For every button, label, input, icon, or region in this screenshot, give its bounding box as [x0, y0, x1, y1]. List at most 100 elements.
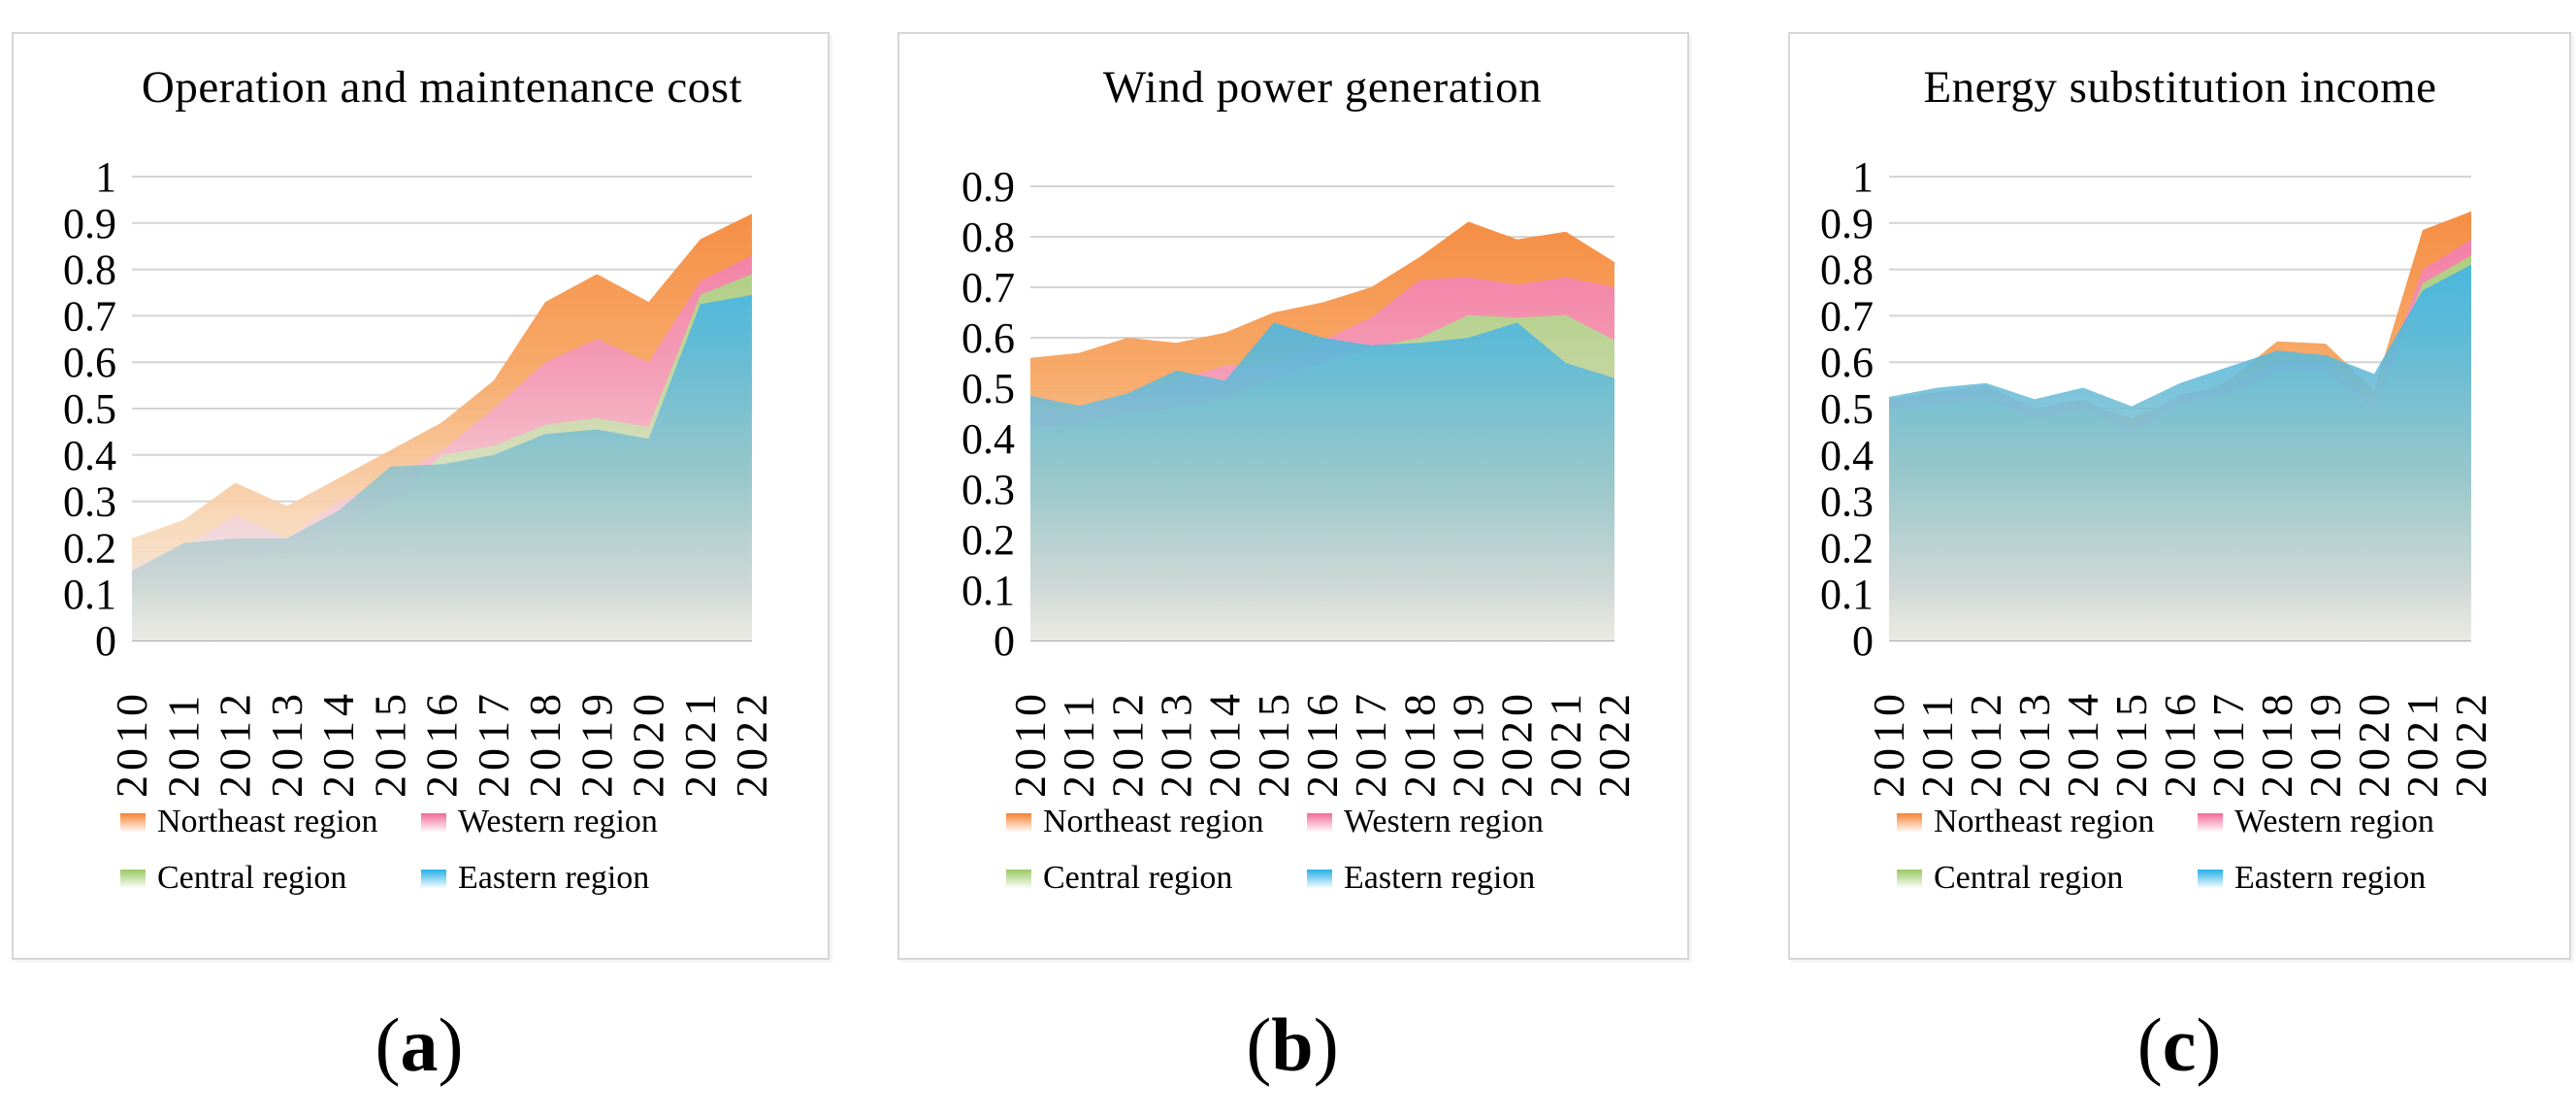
y-tick-label: 0.3	[63, 478, 116, 526]
x-tick-label-2010: 2010	[1864, 689, 1913, 798]
legend-item-eastern-region: Eastern region	[2198, 860, 2426, 897]
x-tick-label-2012: 2012	[1961, 689, 2010, 798]
legend-item-northeast-region: Northeast region	[1897, 804, 2155, 840]
legend-swatch-icon	[421, 870, 446, 890]
y-tick-label: 0	[95, 617, 116, 665]
legend-label: Eastern region	[1344, 860, 1536, 896]
x-tick-label-2020: 2020	[2349, 689, 2398, 798]
y-tick-label: 0.9	[962, 163, 1015, 211]
legend-label: Western region	[2234, 804, 2434, 839]
x-tick-label-2021: 2021	[1541, 689, 1590, 798]
x-tick-label-2011: 2011	[1054, 691, 1103, 798]
x-tick-label-2020: 2020	[1492, 689, 1542, 798]
legend-swatch-icon	[1307, 813, 1332, 834]
x-tick-label-2019: 2019	[2300, 689, 2350, 798]
x-tick-label-2019: 2019	[571, 689, 621, 798]
legend-item-northeast-region: Northeast region	[120, 804, 378, 840]
y-tick-label: 0.6	[1820, 339, 1874, 386]
y-tick-label: 0.7	[1820, 292, 1874, 340]
x-tick-label-2013: 2013	[262, 689, 311, 798]
legend-label: Eastern region	[2234, 860, 2427, 896]
x-tick-label-2017: 2017	[469, 689, 518, 798]
caption-open-paren: (	[375, 1002, 401, 1087]
y-tick-label: 0.7	[63, 292, 116, 340]
y-tick-label: 0.4	[63, 432, 116, 479]
y-tick-label: 0.8	[1820, 246, 1874, 294]
area-eastern-region	[1889, 264, 2471, 641]
legend-item-northeast-region: Northeast region	[1006, 804, 1264, 840]
y-tick-label: 0.2	[1820, 524, 1874, 572]
area-eastern-region	[132, 294, 752, 641]
y-tick-label: 0.2	[962, 516, 1015, 564]
x-tick-label-2016: 2016	[417, 689, 467, 798]
y-tick-label: 0.7	[962, 264, 1015, 312]
y-tick-label: 0.9	[1820, 200, 1874, 247]
caption-letter-a: a	[400, 1002, 439, 1087]
legend-swatch-icon	[1006, 870, 1031, 890]
legend-label: Central region	[1934, 860, 2124, 896]
y-tick-label: 0.3	[1820, 478, 1874, 526]
legend-swatch-icon	[2198, 870, 2223, 890]
y-tick-label: 0	[1852, 617, 1874, 665]
chart-title-b: Wind power generation	[1102, 62, 1543, 113]
legend-swatch-icon	[1897, 870, 1922, 890]
y-tick-label: 0.5	[1820, 385, 1874, 433]
legend-label: Northeast region	[1934, 804, 2155, 839]
x-tick-label-2010: 2010	[1005, 689, 1055, 798]
x-tick-label-2022: 2022	[727, 689, 776, 798]
y-tick-label: 0	[994, 617, 1015, 665]
x-tick-label-2015: 2015	[365, 689, 414, 798]
x-tick-label-2013: 2013	[1152, 689, 1201, 798]
x-tick-label-2021: 2021	[675, 689, 725, 798]
legend-swatch-icon	[1006, 813, 1031, 834]
legend-label: Western region	[1344, 804, 1544, 839]
x-tick-label-2022: 2022	[2446, 689, 2495, 798]
x-tick-label-2019: 2019	[1444, 689, 1493, 798]
legend-label: Northeast region	[1043, 804, 1264, 839]
legend-c: Northeast region Western region Central re…	[1790, 34, 2569, 958]
legend-b: Northeast region Western region Central re…	[899, 34, 1687, 958]
x-tick-label-2017: 2017	[2203, 689, 2253, 798]
x-tick-label-2020: 2020	[624, 689, 673, 798]
figure-caption-a: (a)	[303, 1007, 536, 1083]
legend-label: Eastern region	[458, 860, 650, 896]
y-tick-label: 0.4	[962, 415, 1015, 463]
x-tick-label-2012: 2012	[1102, 689, 1152, 798]
legend-a: Northeast region Western region Central re…	[14, 34, 828, 958]
x-tick-label-2010: 2010	[107, 689, 156, 798]
legend-label: Central region	[157, 860, 347, 896]
x-tick-label-2018: 2018	[520, 689, 570, 798]
x-tick-label-2015: 2015	[1249, 689, 1298, 798]
legend-swatch-icon	[421, 813, 446, 834]
caption-open-paren: (	[2136, 1002, 2163, 1087]
legend-swatch-icon	[1897, 813, 1922, 834]
area-eastern-region	[1030, 322, 1614, 641]
x-tick-label-2017: 2017	[1346, 689, 1395, 798]
caption-close-paren: )	[2196, 1002, 2222, 1087]
x-tick-label-2016: 2016	[2155, 689, 2204, 798]
legend-label: Western region	[458, 804, 658, 839]
figure-caption-b: (b)	[1176, 1007, 1409, 1083]
x-tick-label-2021: 2021	[2397, 689, 2447, 798]
y-tick-label: 0.1	[63, 571, 116, 618]
x-tick-label-2016: 2016	[1297, 689, 1347, 798]
legend-item-eastern-region: Eastern region	[421, 860, 649, 897]
legend-swatch-icon	[2198, 813, 2223, 834]
y-tick-label: 0.9	[63, 200, 116, 247]
legend-item-central-region: Central region	[1897, 860, 2123, 897]
chart-panel-a: Operation and maintenance cost 1 0.9 0.8 0.…	[12, 32, 830, 960]
y-tick-label: 0.5	[63, 385, 116, 433]
legend-swatch-icon	[120, 870, 146, 890]
x-tick-label-2014: 2014	[2058, 689, 2107, 798]
y-tick-label: 0.8	[962, 214, 1015, 261]
y-tick-label: 0.1	[962, 567, 1015, 614]
chart-title-a: Operation and maintenance cost	[141, 62, 743, 113]
plot-area-b: 0.90.80.70.60.50.40.30.20.10 2010 2011 2012…	[962, 163, 1639, 798]
y-tick-label: 0.5	[962, 365, 1015, 412]
x-tick-label-2011: 2011	[158, 691, 208, 798]
legend-item-central-region: Central region	[120, 860, 346, 897]
y-tick-label: 1	[95, 153, 116, 201]
